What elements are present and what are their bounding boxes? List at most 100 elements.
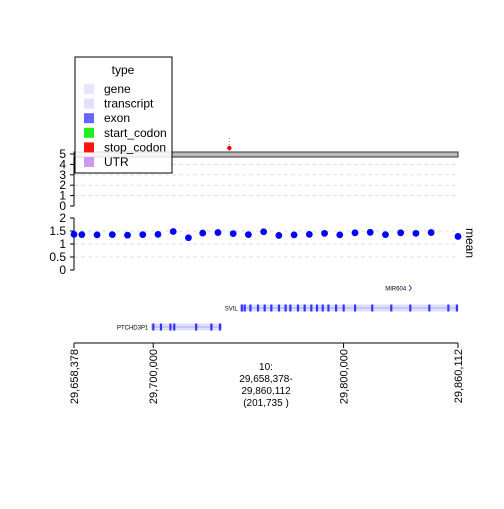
mean-point xyxy=(366,228,374,236)
exon xyxy=(159,323,163,331)
mean-y-tick-label: 0.5 xyxy=(49,250,66,264)
legend-label: stop_codon xyxy=(104,140,166,154)
exon xyxy=(256,304,260,312)
mean-point xyxy=(124,231,131,239)
legend-label: gene xyxy=(104,82,131,96)
legend: genetranscriptexonstart_codonstop_codonU… xyxy=(74,56,173,174)
mean-point xyxy=(199,229,207,237)
lollipop-y-tick-label: 4 xyxy=(59,157,66,171)
mean-point xyxy=(275,232,283,239)
exon xyxy=(315,304,319,312)
mean-point xyxy=(93,231,101,239)
region-label-end: 29,860,112 xyxy=(241,386,291,397)
exon xyxy=(270,304,273,312)
mean-point xyxy=(108,231,116,239)
exon xyxy=(243,304,246,312)
genomic-x-tick-label: 29,860,112 xyxy=(453,349,465,403)
mean-point xyxy=(260,228,268,236)
exon xyxy=(240,304,243,312)
exon xyxy=(409,304,412,312)
exon xyxy=(455,304,459,312)
gene-label: PTCHD3P1 xyxy=(117,326,149,332)
region-label-start: 29,658,378- xyxy=(239,374,292,385)
exon xyxy=(303,304,306,312)
exon xyxy=(152,323,155,331)
legend-swatch xyxy=(84,84,94,94)
exon xyxy=(428,304,431,312)
legend-swatch xyxy=(84,98,94,109)
exon xyxy=(173,323,176,331)
mean-point xyxy=(70,230,78,238)
mean-y-tick-label: 1 xyxy=(59,237,66,251)
exon xyxy=(310,304,313,312)
mean-point xyxy=(169,228,177,235)
mean-point xyxy=(305,230,313,238)
genomic-x-tick-label: 29,700,000 xyxy=(148,349,160,404)
region-label-width: (201,735 ) xyxy=(243,398,289,409)
exon xyxy=(218,323,222,331)
mean-point xyxy=(154,230,162,238)
gene-glyph xyxy=(408,284,412,289)
exon xyxy=(371,304,374,312)
mean-y-tick-label: 1.5 xyxy=(49,224,66,238)
mean-point xyxy=(139,231,147,239)
gene-glyph xyxy=(408,287,412,292)
exon xyxy=(277,304,281,312)
mean-point xyxy=(454,233,462,240)
exon xyxy=(284,304,287,312)
exon xyxy=(334,304,338,312)
exon xyxy=(263,304,266,312)
mean-axis-label: mean xyxy=(463,228,477,258)
legend-swatch xyxy=(84,127,94,138)
lollipop-y-tick-label: 1 xyxy=(59,189,66,203)
mean-y-tick-label: 0 xyxy=(59,263,66,277)
legend-swatch xyxy=(84,142,94,153)
lollipop-y-tick-label: 5 xyxy=(59,147,66,161)
exon xyxy=(195,323,198,331)
mean-point xyxy=(336,231,344,239)
gene-label: SVIL xyxy=(225,307,239,313)
exon xyxy=(169,323,172,331)
legend-label: start_codon xyxy=(104,126,167,140)
legend-label: exon xyxy=(104,111,130,125)
legend-label: UTR xyxy=(104,155,129,169)
exon xyxy=(353,304,357,312)
mean-point xyxy=(214,229,222,236)
legend-label: transcript xyxy=(104,97,154,111)
mean-point xyxy=(229,230,237,238)
lollipop-baseline-bar xyxy=(73,151,459,158)
mean-point xyxy=(412,229,420,237)
exon xyxy=(390,304,393,312)
gene-label: MIR604 xyxy=(385,287,407,293)
exon xyxy=(342,304,345,312)
exon xyxy=(321,304,324,312)
grid-layer xyxy=(74,163,458,258)
mean-point xyxy=(245,231,252,239)
legend-title: type xyxy=(112,63,135,77)
lollipop-y-tick-label: 3 xyxy=(59,168,66,182)
mean-point xyxy=(78,231,86,239)
gene-track: MIR604 SVIL PTCHD3P1 xyxy=(117,284,459,332)
exon xyxy=(289,304,292,312)
lollipop-y-tick-label: 0 xyxy=(59,199,66,213)
region-label-chrom: 10: xyxy=(259,362,273,373)
mean-point xyxy=(185,234,192,242)
mean-point xyxy=(382,231,389,239)
mean-point xyxy=(397,229,405,237)
exon xyxy=(249,304,252,312)
exon xyxy=(327,304,330,312)
genomic-x-tick-label: 29,800,000 xyxy=(339,349,351,404)
mean-point xyxy=(290,231,298,239)
mean-y-tick-label: 2 xyxy=(59,211,66,225)
lollipop-y-tick-label: 2 xyxy=(59,178,66,192)
exon xyxy=(296,304,300,312)
genomic-x-tick-label: 29,658,378 xyxy=(69,349,81,404)
legend-swatch xyxy=(84,157,94,167)
mean-point xyxy=(351,229,359,237)
exon xyxy=(447,304,450,312)
mean-point xyxy=(321,229,328,237)
lollipop-mutation-point xyxy=(227,145,232,151)
legend-swatch xyxy=(84,113,94,124)
